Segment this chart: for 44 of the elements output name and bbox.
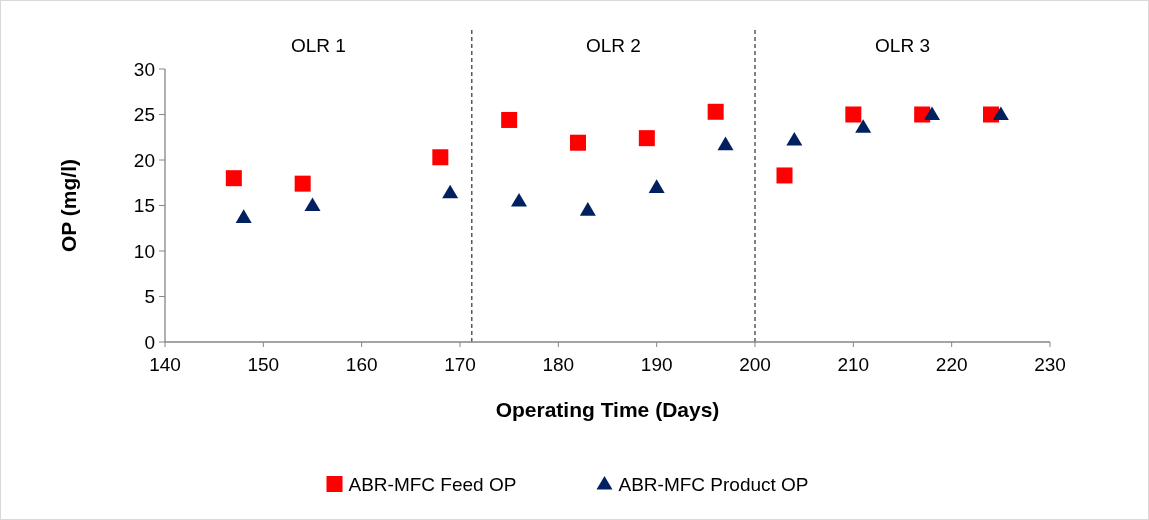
point [992,106,1009,121]
legend-label: ABR-MFC Product OP [618,473,809,495]
y-tick-label: 25 [133,104,155,126]
point [511,192,527,207]
point [501,111,518,128]
point [924,106,940,121]
text: OLR 1 [290,35,346,56]
y-tick-label: 15 [133,195,155,217]
point [707,103,724,120]
y-tick-label: 0 [144,331,155,353]
point [432,149,449,166]
point [304,197,321,212]
point [235,209,252,223]
y-tick-label: 10 [133,240,155,262]
point [442,184,459,199]
y-tick-label: 20 [133,149,155,171]
x-tick-label: 180 [542,354,575,375]
point [648,179,665,193]
point [776,167,793,184]
x-tick-label: 230 [1034,354,1066,375]
x-tick-label: 210 [837,354,870,375]
text: OLR 3 [875,35,930,56]
x-tick-label: 190 [640,354,673,375]
x-tick-label: 160 [345,354,378,375]
y-axis-title: OP (mg/l) [57,159,80,252]
point [225,170,242,187]
point [855,119,872,133]
x-tick-label: 200 [739,354,771,375]
y-tick-label: 30 [133,58,155,80]
point [579,202,596,216]
point [294,175,311,192]
text: OLR 2 [585,35,641,56]
point [717,136,734,151]
x-axis-title: Operating Time (Days) [495,398,720,421]
x-tick-label: 140 [149,354,181,375]
legend-label: ABR-MFC Feed OP [348,473,517,495]
point [786,131,803,146]
x-tick-label: 220 [935,354,968,375]
point [570,134,586,151]
x-tick-label: 170 [444,354,476,375]
y-tick-label: 5 [144,286,155,308]
x-tick-label: 150 [247,354,280,375]
point [638,130,655,147]
point [845,106,862,123]
